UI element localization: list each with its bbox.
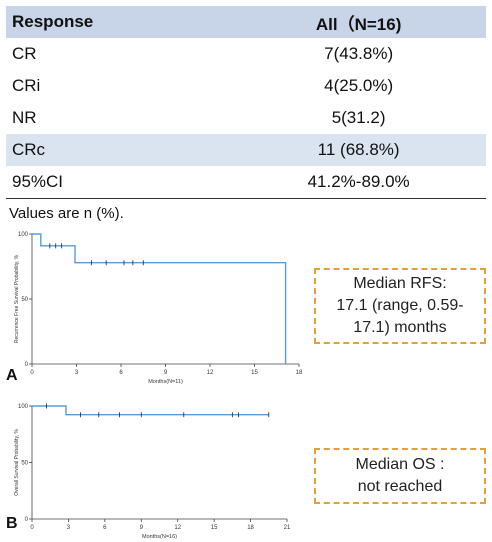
x-tick-label: 15 [251, 370, 258, 376]
table-row: CRi 4(25.0%) [6, 70, 486, 102]
x-tick-label: 18 [296, 370, 303, 376]
x-tick-label: 12 [174, 525, 181, 531]
y-tick-label: 100 [18, 404, 29, 410]
y-tick-label: 50 [21, 297, 28, 303]
row-label: 95%CI [6, 166, 178, 199]
y-tick-label: 50 [21, 461, 28, 467]
table-row: CR 7(43.8%) [6, 38, 486, 70]
x-tick-label: 9 [140, 525, 144, 531]
row-label: CRc [6, 134, 178, 166]
median-rfs-line3: 17.1) months [353, 319, 447, 336]
median-os-line2: not reached [357, 478, 443, 495]
x-tick-label: 12 [207, 370, 214, 376]
response-table: Response All（N=16) CR 7(43.8%) CRi 4(25.… [6, 6, 486, 199]
median-rfs-box: Median RFS: 17.1 (range, 0.59- 17.1) mon… [314, 268, 486, 344]
x-tick-label: 9 [164, 370, 168, 376]
table-row: NR 5(31.2) [6, 102, 486, 134]
x-tick-label: 6 [103, 525, 107, 531]
y-tick-label: 0 [25, 517, 29, 523]
x-tick-label: 0 [30, 525, 34, 531]
header-all: All（N=16) [177, 6, 486, 38]
row-value: 4(25.0%) [324, 76, 394, 95]
x-axis-label: Months(N=11) [148, 379, 183, 385]
median-os-line1: Median OS : [355, 456, 445, 473]
row-value: 11 (68.8%) [177, 134, 486, 166]
survival-curve [32, 233, 287, 364]
median-os-box: Median OS : not reached [314, 448, 486, 504]
row-value: 7(43.8%) [324, 44, 394, 63]
row-label: CR [12, 44, 37, 63]
survival-curve [32, 405, 269, 416]
rfs-chart: 0 50 100 0 3 6 9 12 15 18 Months(N=11) Recurrence F… [14, 232, 303, 385]
row-value: 5(31.2) [331, 108, 386, 127]
y-tick-label: 100 [18, 232, 29, 238]
os-chart: 0 50 100 0 3 6 9 12 15 18 21 Months(N=16) Overall Su… [14, 403, 291, 540]
header-response: Response [6, 6, 178, 38]
row-label: CRi [12, 76, 41, 95]
x-tick-label: 3 [67, 525, 71, 531]
table-row: CRc 11 (68.8%) [6, 134, 486, 166]
x-axis-label: Months(N=16) [142, 534, 177, 540]
panel-b-label: B [6, 515, 18, 532]
table-row: 95%CI 41.2%-89.0% [6, 166, 486, 199]
x-tick-label: 3 [75, 370, 79, 376]
row-value: 41.2%-89.0% [177, 166, 486, 199]
table-footnote: Values are n (%). [9, 205, 124, 222]
x-tick-label: 0 [30, 370, 34, 376]
panel-a-label: A [6, 367, 18, 384]
median-rfs-line2: 17.1 (range, 0.59- [336, 297, 464, 314]
median-rfs-line1: Median RFS: [353, 275, 447, 292]
x-tick-label: 6 [119, 370, 123, 376]
y-tick-label: 0 [25, 362, 29, 368]
x-tick-label: 18 [247, 525, 254, 531]
row-label: NR [12, 108, 37, 127]
x-tick-label: 15 [211, 525, 218, 531]
x-tick-label: 21 [284, 525, 291, 531]
y-axis-label: Overall Survival Probability, % [14, 429, 20, 496]
table-header-row: Response All（N=16) [6, 6, 486, 38]
y-axis-label: Recurrence Free Survival Probability, % [14, 254, 20, 343]
